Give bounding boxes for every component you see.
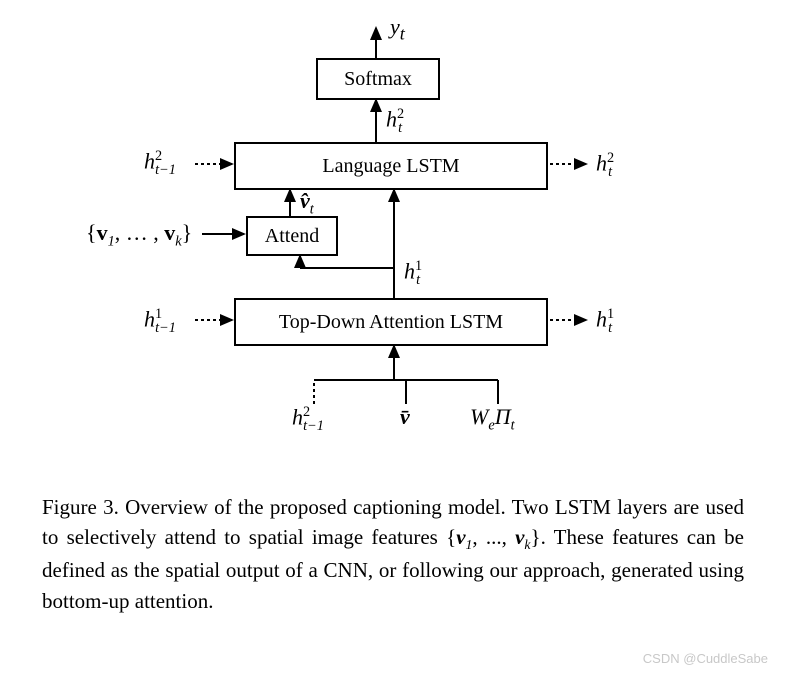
- caption-v1: v: [456, 525, 465, 549]
- label-h2t-right: h2t: [596, 150, 612, 181]
- label-h2tm1-left: h2t−1: [144, 148, 176, 179]
- topdown-lstm-label: Top-Down Attention LSTM: [279, 311, 503, 334]
- attend-label: Attend: [265, 225, 319, 248]
- language-lstm-label: Language LSTM: [322, 155, 459, 178]
- figure-caption: Figure 3. Overview of the proposed capti…: [42, 492, 744, 616]
- caption-mid: , ...,: [472, 525, 515, 549]
- label-yt: yt: [390, 14, 405, 44]
- softmax-label: Softmax: [344, 68, 412, 91]
- attend-box: Attend: [246, 216, 338, 256]
- label-h1t-right: h1t: [596, 306, 612, 337]
- label-vhat: v̂t: [300, 188, 314, 218]
- label-vset: {v1, … , vk}: [86, 220, 192, 250]
- softmax-box: Softmax: [316, 58, 440, 100]
- label-h1tm1-left: h1t−1: [144, 306, 176, 337]
- label-h2tm1-bottom: h2t−1: [292, 404, 324, 435]
- language-lstm-box: Language LSTM: [234, 142, 548, 190]
- topdown-lstm-box: Top-Down Attention LSTM: [234, 298, 548, 346]
- label-vbar: v̄: [400, 404, 410, 430]
- label-wept: WeΠt: [470, 404, 515, 434]
- caption-prefix: Figure 3.: [42, 495, 119, 519]
- watermark: CSDN @CuddleSabe: [643, 651, 768, 666]
- architecture-diagram: Softmax Language LSTM Attend Top-Down At…: [0, 0, 786, 440]
- label-h2t-mid: h2t: [386, 106, 402, 137]
- label-h1t-mid: h1t: [404, 258, 420, 289]
